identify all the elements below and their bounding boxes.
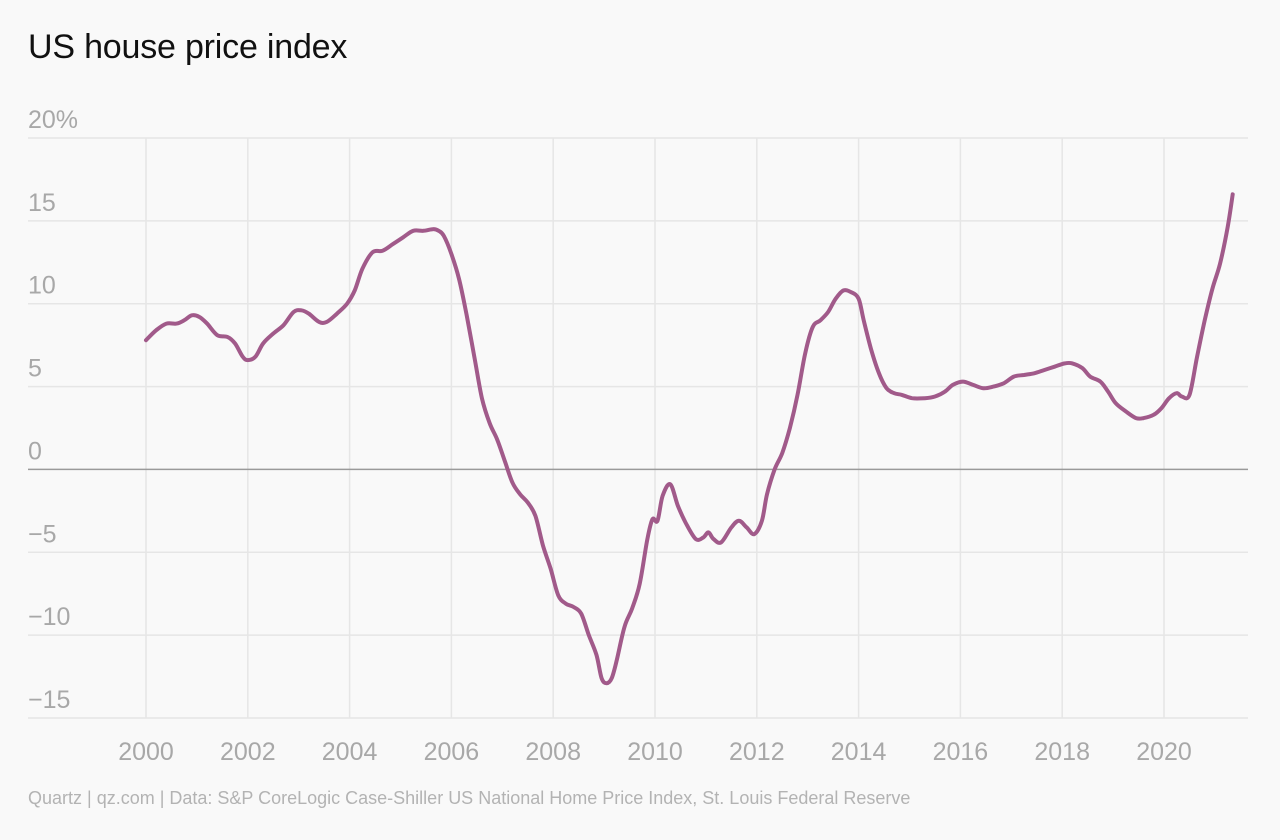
x-axis-ticks: 2000 2002 2004 2006 2008 2010 2012 2014 2016 2018… (118, 738, 1192, 766)
chart-title: US house price index (28, 28, 348, 66)
series-layer (144, 192, 1235, 686)
x-tick-label: 2004 (322, 738, 378, 766)
y-tick-label: −15 (28, 686, 70, 714)
x-tick-label: 2002 (220, 738, 276, 766)
y-tick-label: 15 (28, 189, 56, 217)
x-tick-label: 2014 (831, 738, 887, 766)
x-tick-label: 2016 (933, 738, 989, 766)
x-tick-label: 2010 (627, 738, 683, 766)
x-tick-label: 2000 (118, 738, 174, 766)
grid-layer (28, 137, 1248, 719)
y-tick-label: 10 (28, 272, 56, 300)
y-tick-label: 20% (28, 106, 78, 134)
y-tick-label: −10 (28, 603, 70, 631)
y-tick-label: 5 (28, 355, 42, 383)
y-tick-label: 0 (28, 437, 42, 465)
y-axis-ticks: 20% 15 10 5 0 −5 −10 −15 (28, 106, 78, 714)
x-tick-label: 2006 (424, 738, 480, 766)
x-tick-label: 2018 (1034, 738, 1090, 766)
x-tick-label: 2012 (729, 738, 785, 766)
series-line-0 (144, 192, 1235, 686)
source-credit: Quartz | qz.com | Data: S&P CoreLogic Ca… (28, 788, 911, 808)
x-tick-label: 2020 (1136, 738, 1192, 766)
x-tick-label: 2008 (525, 738, 581, 766)
y-tick-label: −5 (28, 520, 57, 548)
